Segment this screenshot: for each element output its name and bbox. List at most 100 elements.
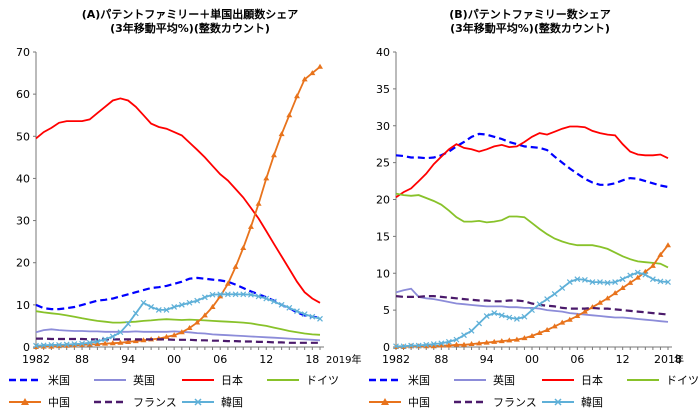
chart-b-point <box>657 251 664 257</box>
chart-b-point <box>483 339 490 345</box>
chart-b-point <box>498 312 505 319</box>
chart-b-point <box>597 299 603 305</box>
chart-a-point <box>224 280 231 286</box>
chart-b-point <box>461 341 467 347</box>
chart-a-point <box>186 325 193 331</box>
chart-a-ytick-label: 0 <box>23 341 30 354</box>
chart-a-point <box>186 299 193 306</box>
chart-b-point <box>581 276 588 283</box>
legend-swatch <box>182 379 214 381</box>
chart-b-xtick-label: 12 <box>616 353 630 366</box>
chart-a-legend-item: ドイツ <box>266 372 339 388</box>
chart-b-point <box>604 279 611 286</box>
chart-b-point <box>574 313 581 319</box>
chart-a-point <box>117 329 124 336</box>
chart-a-point <box>209 291 216 298</box>
chart-a-point <box>178 329 185 335</box>
chart-b-point <box>521 313 528 320</box>
chart-a-point <box>294 308 300 315</box>
chart-b-point <box>559 285 566 291</box>
legend-swatch <box>94 400 126 404</box>
chart-b-series-line <box>395 192 669 269</box>
chart-b-point <box>627 272 634 279</box>
chart-a-point <box>48 341 55 348</box>
chart-a-point <box>301 76 308 82</box>
chart-b-point <box>536 301 543 308</box>
chart-a-point <box>263 295 270 302</box>
chart-b-point <box>438 342 445 348</box>
chart-a-title-line2: (3年移動平均%)(整数カウント) <box>110 22 270 35</box>
chart-b-point <box>634 269 641 276</box>
chart-a-point <box>309 70 316 76</box>
chart-a-point <box>271 298 277 305</box>
chart-a-point <box>125 320 132 327</box>
chart-a-xtick-label: 12 <box>259 353 273 366</box>
chart-a-point <box>94 338 101 345</box>
chart-a-ytick-label: 50 <box>16 130 30 143</box>
chart-a-point <box>247 223 254 229</box>
chart-b-ytick-label: 35 <box>376 83 390 96</box>
chart-b-ytick-label: 25 <box>376 157 390 170</box>
chart-a-point <box>194 319 201 325</box>
chart-a-ytick-label: 60 <box>16 88 30 101</box>
chart-b-point <box>430 343 437 349</box>
chart-a-point <box>94 341 101 347</box>
chart-b-xtick-label: 94 <box>480 353 494 366</box>
chart-a-series-line <box>35 310 321 336</box>
chart-a-point <box>33 342 39 349</box>
chart-b-point <box>589 279 596 286</box>
chart-a-point <box>63 341 70 348</box>
chart-b-point <box>551 323 558 329</box>
chart-a-legend-label: 韓国 <box>221 396 243 409</box>
chart-b-xtick-label: 1982 <box>382 353 410 366</box>
legend-swatch <box>369 378 401 382</box>
chart-b-point <box>581 308 588 314</box>
chart-b-xtick-label: 2018 <box>654 353 682 366</box>
chart-a-point <box>102 336 109 343</box>
chart-a-xtick-label: 06 <box>213 353 227 366</box>
chart-b-point <box>521 335 528 341</box>
chart-a-ytick-label: 70 <box>16 46 30 59</box>
chart-a-point <box>163 333 170 339</box>
chart-b-point <box>491 310 498 316</box>
chart-b-point <box>461 332 467 339</box>
chart-b-point <box>612 290 619 296</box>
chart-a-point <box>140 299 147 306</box>
chart-a-legend-label: 中国 <box>48 396 70 409</box>
chart-a-legend-item: 米国 <box>8 372 70 388</box>
chart-b-legend-label: 中国 <box>408 396 430 409</box>
chart-b-series-line <box>395 125 669 199</box>
chart-b-title: (B)パテントファミリー数シェア (3年移動平均%)(整数カウント) <box>370 8 690 36</box>
chart-b-title-line2: (3年移動平均%)(整数カウント) <box>450 22 610 35</box>
chart-a-point <box>155 306 162 313</box>
chart-b-point <box>430 341 437 347</box>
chart-a-point <box>232 263 239 269</box>
chart-b-point <box>544 296 551 302</box>
chart-a-ytick-label: 40 <box>16 172 30 185</box>
chart-b-ytick-label: 5 <box>383 304 390 317</box>
chart-b-point <box>491 338 498 344</box>
chart-a-point <box>293 93 300 99</box>
chart-b-legend-item: 米国 <box>368 372 430 388</box>
legend-swatch <box>182 398 214 406</box>
chart-a-point <box>255 293 262 300</box>
chart-b-point <box>506 314 513 321</box>
chart-a-series-line <box>35 276 321 319</box>
legend-swatch <box>9 378 41 382</box>
chart-b-point <box>665 279 671 286</box>
chart-a-title: (A)パテントファミリー＋単国出願数シェア (3年移動平均%)(整数カウント) <box>30 8 350 36</box>
chart-b-legend-item: 日本 <box>541 372 603 388</box>
chart-a-point <box>217 291 224 298</box>
chart-a-point <box>86 339 93 346</box>
chart-a-legend-label: フランス <box>133 396 177 409</box>
legend-swatch <box>454 379 486 381</box>
chart-b-point <box>476 320 483 327</box>
chart-a-point <box>232 291 239 298</box>
chart-a-series-line <box>35 328 321 342</box>
chart-b-title-line1: (B)パテントファミリー数シェア <box>449 8 611 21</box>
chart-a-point <box>263 175 270 181</box>
chart-a-ytick-label: 20 <box>16 257 30 270</box>
chart-b-legend-label: 日本 <box>581 374 603 387</box>
chart-b-point <box>604 295 611 301</box>
chart-b-point <box>468 327 475 334</box>
